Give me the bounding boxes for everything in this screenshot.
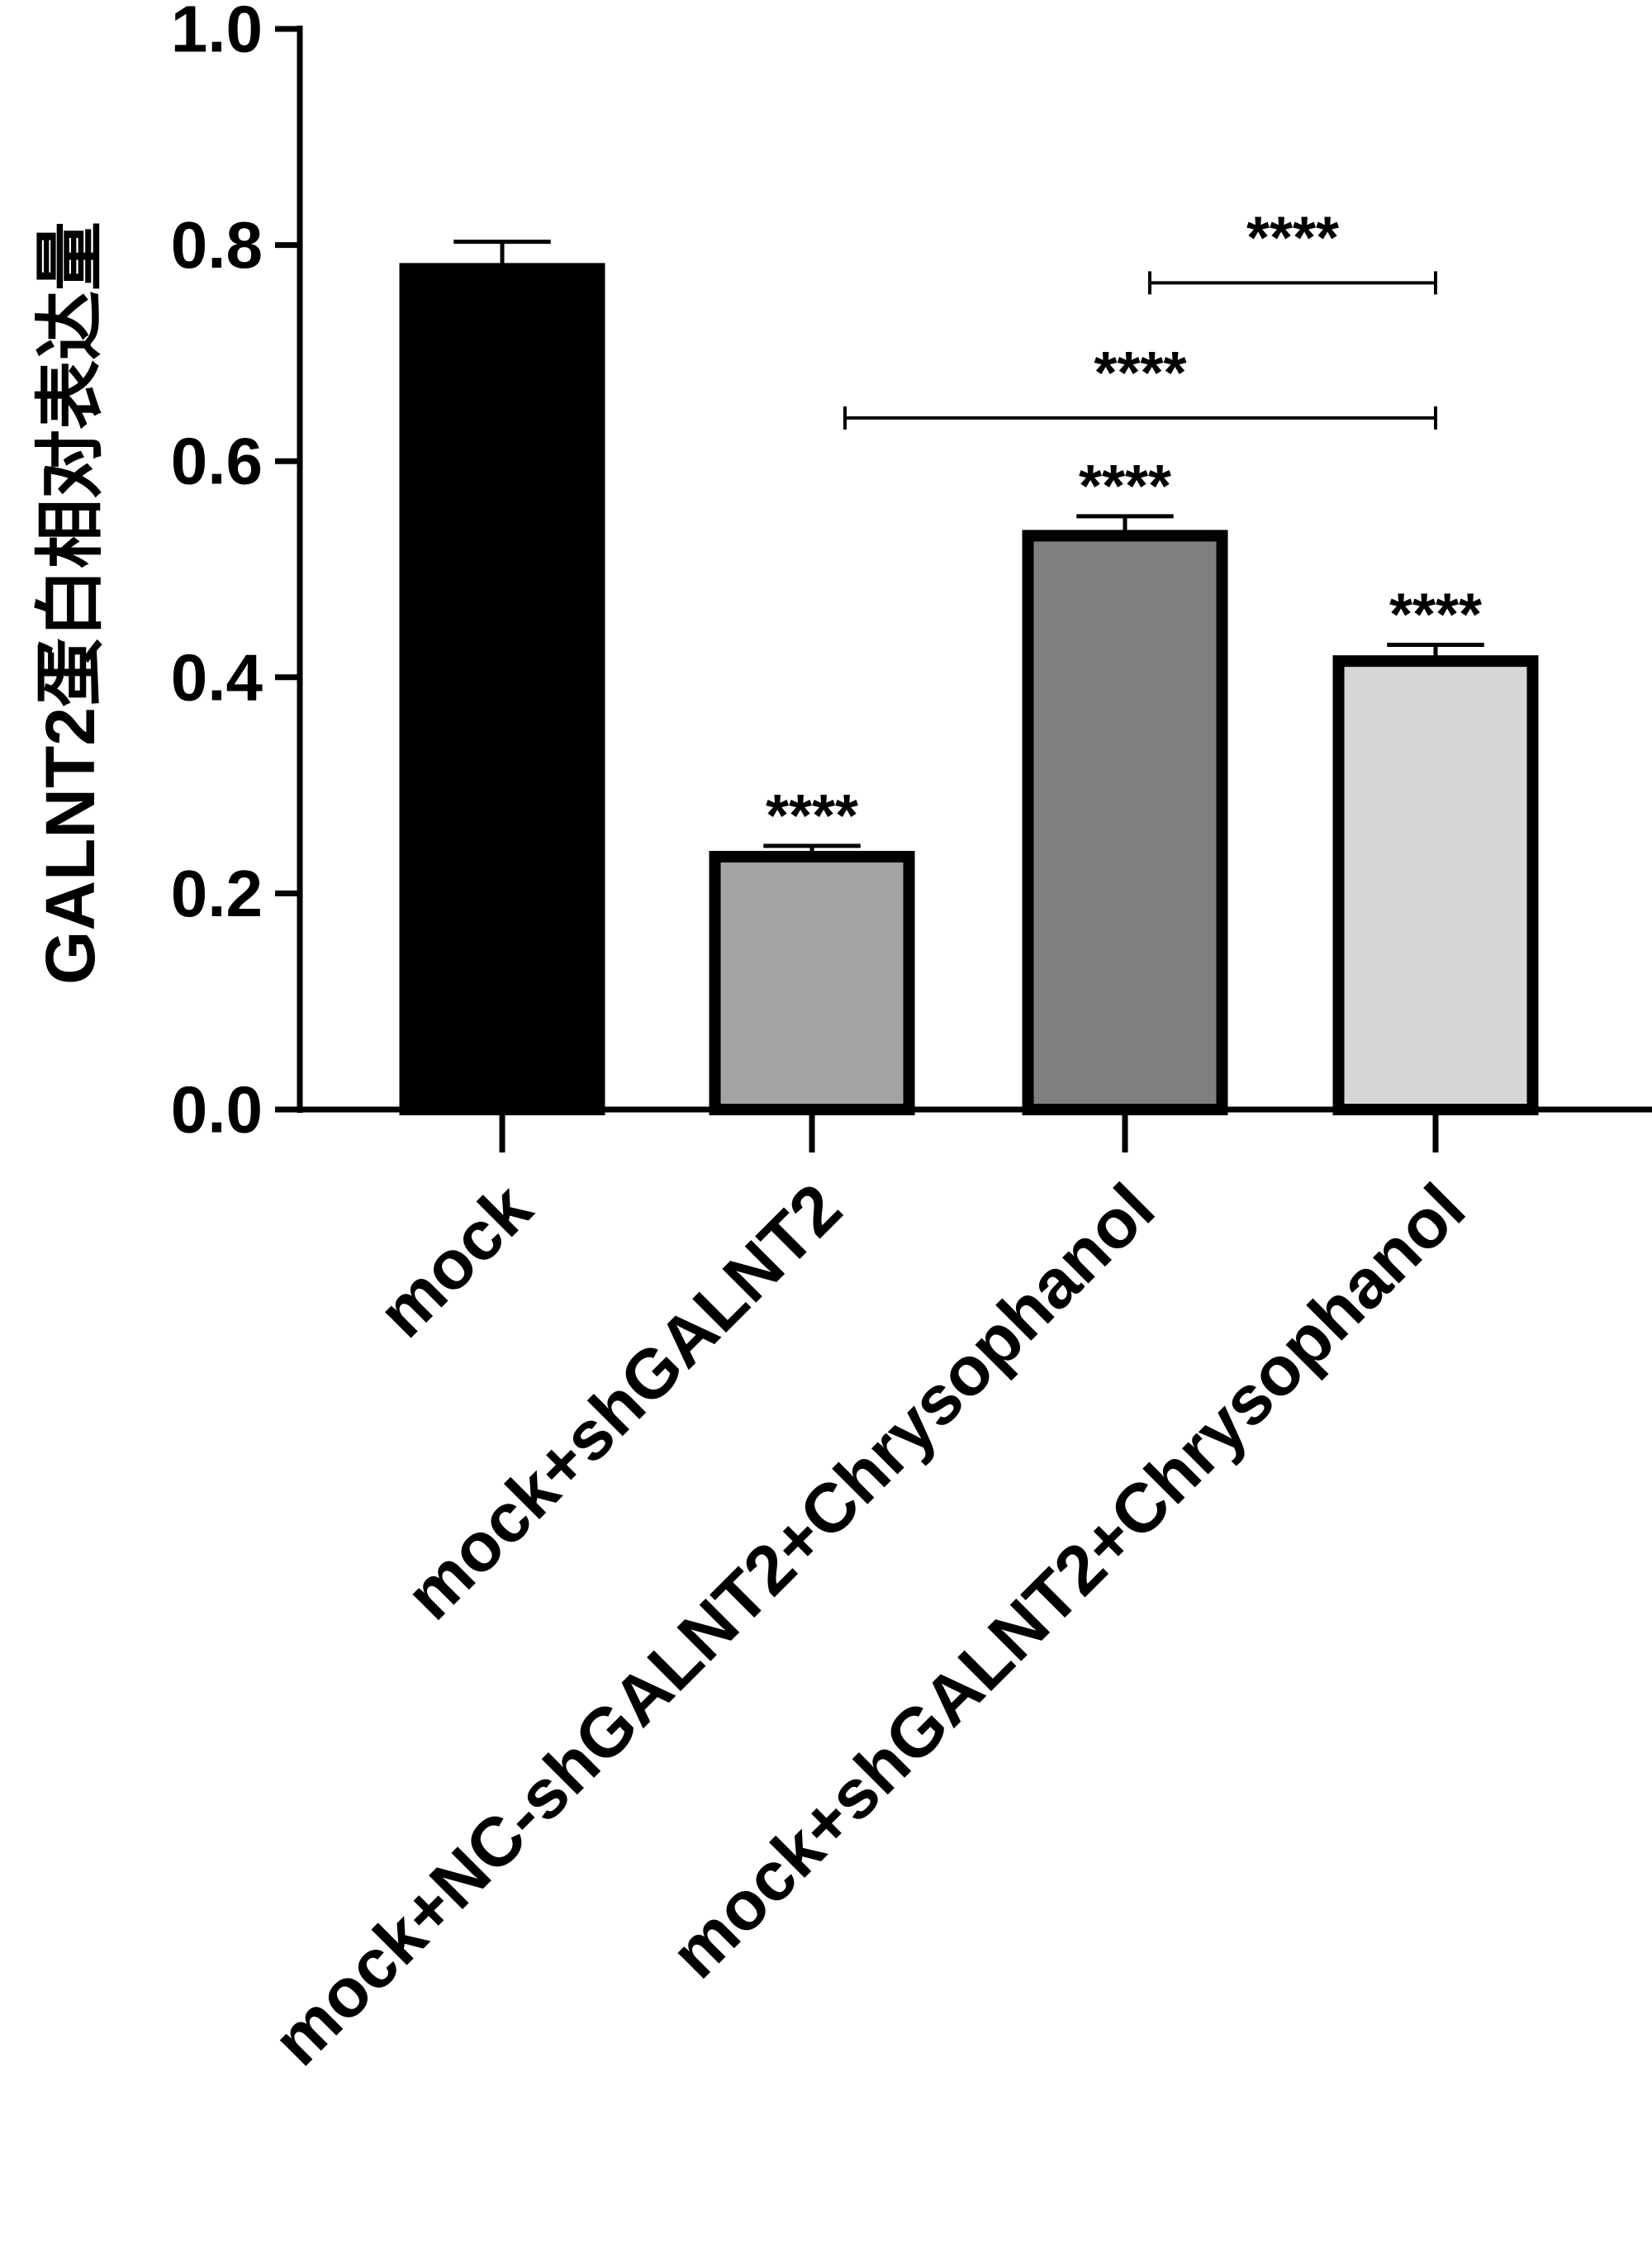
bar-3 xyxy=(1022,530,1228,1115)
bar-1 xyxy=(399,263,605,1116)
comparison-label-1: **** xyxy=(1094,340,1186,406)
significance-label-4: **** xyxy=(1389,582,1482,649)
y-axis-title: GALNT2蛋白相对表达量 xyxy=(31,221,109,985)
significance-label-2: **** xyxy=(766,783,858,849)
bar-2 xyxy=(709,850,915,1115)
x-category-label-1: mock xyxy=(363,1169,547,1352)
y-tick-label-4: 0.8 xyxy=(171,208,263,282)
y-tick-label-2: 0.4 xyxy=(171,640,263,714)
y-tick-label-1: 0.2 xyxy=(171,857,263,930)
y-tick-label-5: 1.0 xyxy=(171,0,263,66)
comparison-label-2: **** xyxy=(1246,205,1339,271)
y-tick-label-3: 0.6 xyxy=(171,425,263,498)
bar-4 xyxy=(1332,655,1539,1115)
y-tick-label-0: 0.0 xyxy=(171,1073,263,1147)
significance-label-3: **** xyxy=(1079,454,1171,520)
